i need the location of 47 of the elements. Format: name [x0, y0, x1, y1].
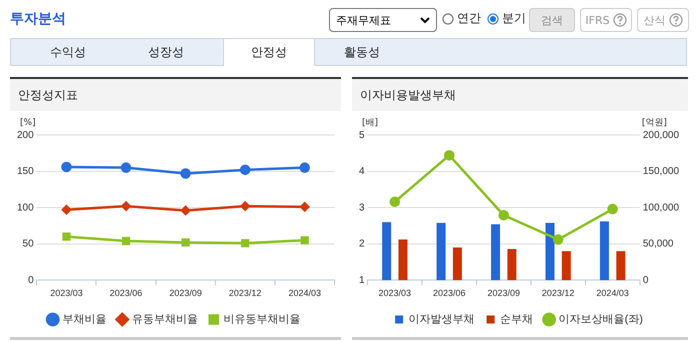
y-tick-label: 5 [359, 130, 365, 141]
text: 검색 [529, 8, 575, 32]
x-tick-label: 2023/03 [378, 288, 412, 298]
legend-label: 부채비율 [62, 314, 106, 326]
text: 활동성 [343, 44, 381, 60]
text: 분기 [502, 10, 526, 27]
text: 성장성 [147, 44, 185, 60]
legend-label: 비유동부채비율 [223, 314, 300, 326]
chart-title: 이자비용발생부채 [352, 79, 688, 111]
y-axis-title: [%] [20, 118, 36, 128]
y-tick-label: 4 [359, 166, 365, 178]
y-tick-label: 1 [359, 274, 365, 286]
legend-label: 순부채 [500, 314, 534, 326]
y2-axis-title: [억원] [642, 118, 667, 128]
text: 안정성 [223, 38, 315, 66]
x-tick-label: 2023/09 [487, 288, 520, 298]
y-tick-label: 2 [359, 238, 365, 250]
text: IFRS [585, 14, 610, 26]
y2-tick-label: 50,000 [642, 238, 674, 250]
y-tick-label: 50 [22, 238, 34, 250]
y-tick-label: 3 [359, 202, 365, 214]
text: 산식 [644, 12, 666, 28]
legend-label: 이자보상배율(좌) [558, 314, 643, 326]
text: 투자분석 [10, 10, 66, 28]
y2-tick-label: 150,000 [642, 166, 680, 178]
y2-tick-label: 100,000 [642, 202, 680, 214]
chart-title: 안정성지표 [10, 79, 341, 111]
text: 수익성 [49, 44, 87, 60]
y-tick-label: 200 [16, 130, 34, 141]
x-tick-label: 2023/12 [228, 288, 262, 298]
x-tick-label: 2024/03 [288, 288, 321, 298]
x-tick-label: 2023/06 [110, 288, 142, 298]
x-tick-label: 2023/12 [542, 288, 574, 298]
y-tick-label: 100 [16, 202, 34, 214]
text: 연간 [457, 10, 481, 27]
y2-tick-label: 0 [642, 274, 649, 286]
x-tick-label: 2024/03 [596, 288, 629, 298]
y-axis-title: [배] [362, 118, 378, 128]
x-tick-label: 2023/03 [50, 288, 83, 298]
y-tick-label: 150 [16, 166, 34, 178]
x-tick-label: 2023/09 [169, 288, 202, 298]
y2-tick-label: 200,000 [642, 130, 680, 141]
text: 주재무제표 [336, 12, 391, 28]
legend-label: 이자발생부채 [408, 314, 475, 326]
legend-label: 유동부채비율 [132, 314, 198, 326]
y-tick-label: 0 [28, 274, 34, 286]
x-tick-label: 2023/06 [432, 288, 466, 298]
